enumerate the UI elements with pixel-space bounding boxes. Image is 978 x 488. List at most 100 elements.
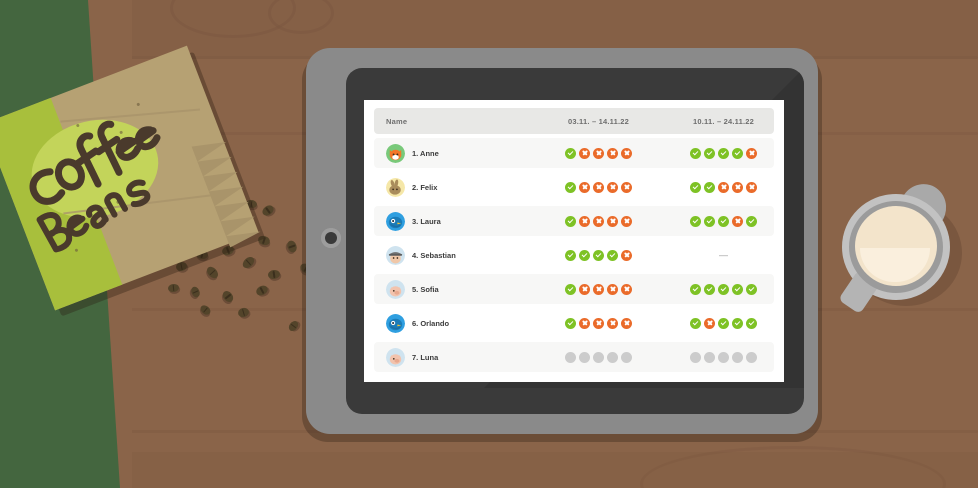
check-icon[interactable] [690, 181, 701, 193]
cross-icon[interactable] [593, 215, 604, 227]
pending-dot-icon[interactable] [732, 351, 743, 363]
cross-icon[interactable] [593, 181, 604, 193]
check-icon[interactable] [704, 283, 715, 295]
pending-dot-icon[interactable] [704, 351, 715, 363]
home-button[interactable] [321, 228, 341, 248]
cross-icon[interactable] [607, 317, 618, 329]
cross-icon[interactable] [718, 181, 729, 193]
cross-icon[interactable] [621, 283, 632, 295]
pending-dot-icon[interactable] [621, 351, 632, 363]
pending-dot-icon[interactable] [593, 351, 604, 363]
check-icon[interactable] [718, 215, 729, 227]
check-icon[interactable] [690, 317, 701, 329]
check-icon[interactable] [565, 147, 576, 159]
cross-icon[interactable] [704, 317, 715, 329]
column-header-name: Name [386, 116, 408, 126]
table-row[interactable]: 3. Laura [374, 206, 774, 236]
period-1-marks [536, 317, 661, 329]
person-hat-avatar [386, 245, 405, 265]
cross-icon[interactable] [579, 283, 590, 295]
check-icon[interactable] [607, 249, 618, 261]
name-cell: 3. Laura [386, 211, 536, 231]
pending-dot-icon[interactable] [579, 351, 590, 363]
check-icon[interactable] [690, 215, 701, 227]
coffee-beans-label [29, 120, 161, 253]
cross-icon[interactable] [579, 317, 590, 329]
cross-icon[interactable] [593, 317, 604, 329]
pending-dot-icon[interactable] [690, 351, 701, 363]
check-icon[interactable] [704, 181, 715, 193]
check-icon[interactable] [746, 317, 757, 329]
table-body: 1. Anne 2. Felix [374, 138, 774, 372]
no-data-dash: — [719, 249, 728, 260]
pending-dot-icon[interactable] [565, 351, 576, 363]
cross-icon[interactable] [607, 147, 618, 159]
cross-icon[interactable] [579, 215, 590, 227]
check-icon[interactable] [704, 147, 715, 159]
pending-dot-icon[interactable] [718, 351, 729, 363]
cross-icon[interactable] [621, 317, 632, 329]
bird-avatar [386, 313, 405, 333]
cross-icon[interactable] [607, 215, 618, 227]
pending-dot-icon[interactable] [746, 351, 757, 363]
fox-avatar [386, 143, 405, 163]
participant-name: 7. Luna [412, 352, 439, 362]
cross-icon[interactable] [746, 147, 757, 159]
cross-icon[interactable] [621, 181, 632, 193]
check-icon[interactable] [565, 249, 576, 261]
cross-icon[interactable] [621, 147, 632, 159]
pending-dot-icon[interactable] [607, 351, 618, 363]
check-icon[interactable] [718, 283, 729, 295]
check-icon[interactable] [579, 249, 590, 261]
name-cell: 4. Sebastian [386, 245, 536, 265]
table-row[interactable]: 1. Anne [374, 138, 774, 168]
participant-name: 4. Sebastian [412, 250, 456, 260]
check-icon[interactable] [732, 283, 743, 295]
check-icon[interactable] [565, 283, 576, 295]
cross-icon[interactable] [621, 215, 632, 227]
table-row[interactable]: 4. Sebastian — [374, 240, 774, 270]
period-2-marks [661, 317, 786, 329]
cross-icon[interactable] [732, 215, 743, 227]
check-icon[interactable] [718, 147, 729, 159]
check-icon[interactable] [690, 147, 701, 159]
check-icon[interactable] [565, 317, 576, 329]
cross-icon[interactable] [579, 147, 590, 159]
name-cell: 5. Sofia [386, 279, 536, 299]
check-icon[interactable] [746, 215, 757, 227]
period-1-marks [536, 147, 661, 159]
check-icon[interactable] [690, 283, 701, 295]
check-icon[interactable] [565, 181, 576, 193]
participant-name: 5. Sofia [412, 284, 439, 294]
cross-icon[interactable] [579, 181, 590, 193]
pig-avatar [386, 347, 405, 367]
check-icon[interactable] [565, 215, 576, 227]
name-cell: 7. Luna [386, 347, 536, 367]
name-cell: 6. Orlando [386, 313, 536, 333]
check-icon[interactable] [718, 317, 729, 329]
period-1-marks [536, 215, 661, 227]
tablet-device: Name 03.11. – 14.11.22 10.11. – 24.11.22… [302, 48, 822, 442]
cross-icon[interactable] [593, 147, 604, 159]
table-row[interactable]: 7. Luna [374, 342, 774, 372]
check-icon[interactable] [746, 283, 757, 295]
cross-icon[interactable] [607, 181, 618, 193]
cross-icon[interactable] [593, 283, 604, 295]
name-cell: 2. Felix [386, 177, 536, 197]
check-icon[interactable] [704, 215, 715, 227]
bird-avatar [386, 211, 405, 231]
attendance-table-app: Name 03.11. – 14.11.22 10.11. – 24.11.22… [364, 100, 784, 382]
cross-icon[interactable] [621, 249, 632, 261]
table-row[interactable]: 6. Orlando [374, 308, 774, 338]
table-row[interactable]: 2. Felix [374, 172, 774, 202]
table-row[interactable]: 5. Sofia [374, 274, 774, 304]
cross-icon[interactable] [607, 283, 618, 295]
check-icon[interactable] [732, 317, 743, 329]
cross-icon[interactable] [746, 181, 757, 193]
cross-icon[interactable] [732, 181, 743, 193]
coffee-beans-bag [0, 45, 266, 317]
period-1-marks [536, 181, 661, 193]
check-icon[interactable] [732, 147, 743, 159]
check-icon[interactable] [593, 249, 604, 261]
